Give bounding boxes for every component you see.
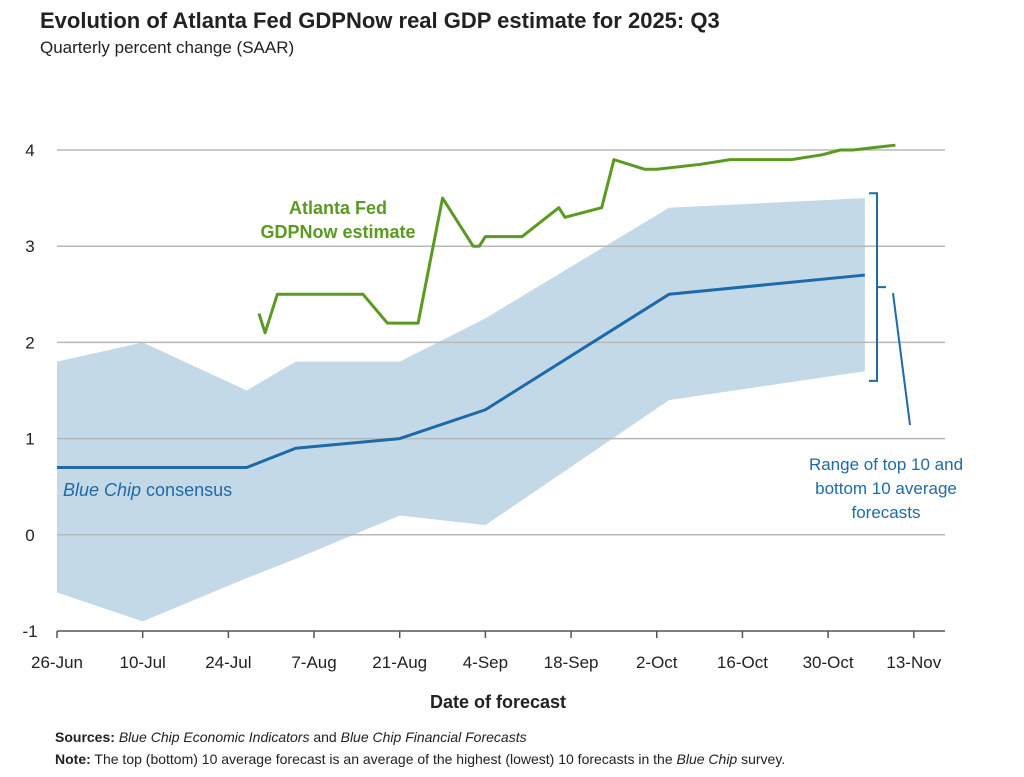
x-tick-label: 26-Jun: [31, 653, 83, 672]
consensus-label-italic: Blue Chip: [63, 480, 141, 500]
y-tick-label: 0: [25, 526, 34, 545]
consensus-label-rest: consensus: [141, 480, 232, 500]
x-tick-label: 13-Nov: [886, 653, 941, 672]
range-label: bottom 10 average: [815, 479, 957, 498]
y-tick-label: 1: [25, 430, 34, 449]
note-label: Note:: [55, 751, 91, 767]
note-line: Note: The top (bottom) 10 average foreca…: [55, 751, 785, 767]
series-line-blue-chip-consensus: [57, 273, 865, 469]
range-label: forecasts: [852, 503, 921, 522]
x-tick-label: 16-Oct: [717, 653, 768, 672]
x-tick-label: 21-Aug: [372, 653, 427, 672]
sources-italic-1: Blue Chip Economic Indicators: [118, 729, 310, 745]
x-tick-label: 24-Jul: [205, 653, 251, 672]
chart-subtitle: Quarterly percent change (SAAR): [40, 38, 295, 57]
note-text-1: The top (bottom) 10 average forecast is …: [90, 751, 677, 767]
gdpnow-label: Atlanta Fed: [289, 198, 387, 218]
gdpnow-label: GDPNow estimate: [260, 222, 415, 242]
x-tick-label: 4-Sep: [463, 653, 508, 672]
sources-italic-2: Blue Chip Financial Forecasts: [340, 729, 527, 745]
range-bracket: [869, 192, 886, 382]
y-tick-label: 2: [25, 333, 34, 352]
x-tick-label: 10-Jul: [120, 653, 166, 672]
x-axis-label: Date of forecast: [430, 692, 566, 712]
x-tick-label: 7-Aug: [291, 653, 336, 672]
consensus-label: Blue Chip consensus: [63, 480, 232, 500]
sources-line: Sources: Blue Chip Economic Indicators a…: [55, 729, 527, 745]
x-tick-label: 18-Sep: [544, 653, 599, 672]
sources-and: and: [309, 729, 341, 745]
series-line-gdpnow: [257, 143, 896, 335]
sources-label: Sources:: [55, 729, 115, 745]
note-italic: Blue Chip: [676, 751, 738, 767]
range-label: Range of top 10 and: [809, 455, 963, 474]
chart-title: Evolution of Atlanta Fed GDPNow real GDP…: [40, 8, 720, 33]
y-tick-label: 3: [25, 237, 34, 256]
y-tick-label: 4: [25, 141, 34, 160]
chart-svg: -1 0 1 2 3 4 26-Jun 10-Jul 24-Jul 7-Aug 21-Aug 4-Se…: [22, 141, 963, 712]
x-tick-label: 2-Oct: [636, 653, 678, 672]
range-pointer-line: [892, 292, 911, 426]
x-tick-label: 30-Oct: [803, 653, 854, 672]
note-text-2: survey.: [737, 751, 786, 767]
range-band: [57, 198, 865, 622]
y-tick-label: -1: [22, 622, 37, 641]
